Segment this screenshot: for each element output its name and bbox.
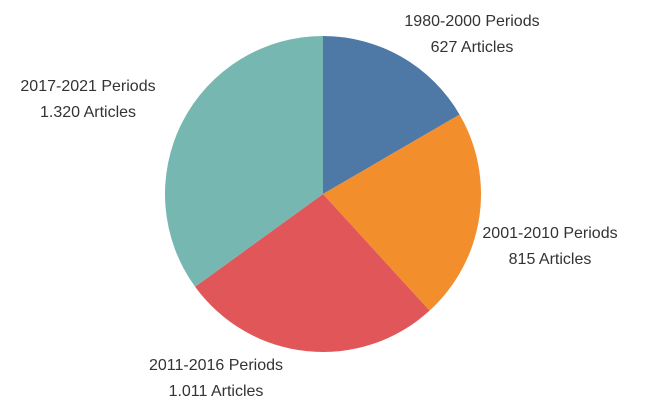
slice-category-label: 2001-2010 Periods <box>482 225 617 242</box>
slice-category-label: 2011-2016 Periods <box>149 357 283 374</box>
slice-value-label: 1.011 Articles <box>169 383 264 400</box>
slice-value-label: 627 Articles <box>431 39 514 56</box>
pie-slice <box>165 36 323 287</box>
pie-slice <box>323 114 481 311</box>
pie-slice <box>195 194 430 353</box>
pie-slice <box>323 36 460 194</box>
slice-category-label: 1980-2000 Periods <box>404 13 539 30</box>
slice-category-label: 2017-2021 Periods <box>20 78 155 95</box>
slice-value-label: 815 Articles <box>509 251 592 268</box>
slice-value-label: 1.320 Articles <box>40 104 136 121</box>
